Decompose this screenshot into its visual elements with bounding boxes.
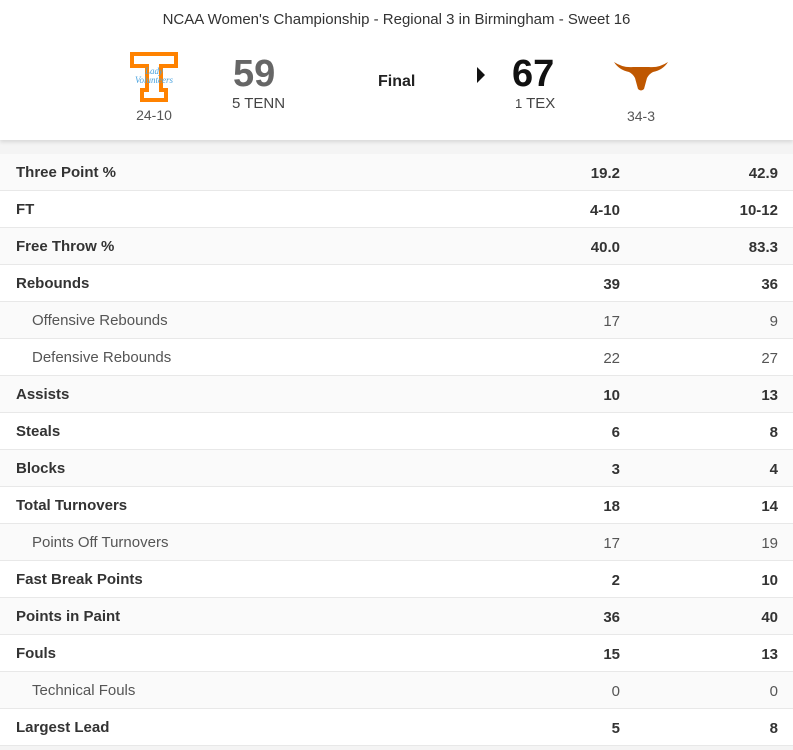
stat-row: Points in Paint 36 40 <box>0 598 793 635</box>
stat-row: Total Turnovers 18 14 <box>0 487 793 524</box>
home-stat-value: 0 <box>769 683 778 700</box>
home-stat-value: 40 <box>761 609 778 626</box>
home-rank: 1 <box>515 96 523 111</box>
svg-text:Volunteers: Volunteers <box>135 75 173 85</box>
stat-label: Points Off Turnovers <box>32 534 169 551</box>
home-stat-value: 83.3 <box>748 239 778 256</box>
stat-label: Fouls <box>16 645 56 662</box>
away-abbr: TENN <box>244 95 286 112</box>
stat-row: Rebounds 39 36 <box>0 265 793 302</box>
away-team-name[interactable]: 5 TENN <box>232 95 285 112</box>
home-stat-value: 36 <box>761 276 778 293</box>
home-team-name[interactable]: 1 TEX <box>515 95 555 112</box>
away-stat-value: 10 <box>603 387 620 404</box>
home-record: 34-3 <box>626 108 656 124</box>
home-stat-value: 19 <box>761 535 778 552</box>
svg-text:Lady: Lady <box>144 66 163 76</box>
texas-longhorn-logo[interactable] <box>613 58 669 92</box>
stat-label: Three Point % <box>16 164 117 181</box>
home-abbr: TEX <box>526 95 556 112</box>
home-stat-value: 10 <box>761 572 778 589</box>
away-stat-value: 6 <box>611 424 620 441</box>
stat-row: Offensive Rebounds 17 9 <box>0 302 793 339</box>
stat-label: Fast Break Points <box>16 571 143 588</box>
home-stat-value: 42.9 <box>748 165 778 182</box>
away-stat-value: 17 <box>603 535 620 552</box>
stat-label: Rebounds <box>16 275 90 292</box>
away-stat-value: 4-10 <box>589 202 620 219</box>
away-score: 59 <box>233 53 276 95</box>
home-stat-value: 4 <box>769 461 778 478</box>
away-stat-value: 17 <box>603 313 620 330</box>
stat-row: Points Off Turnovers 17 19 <box>0 524 793 561</box>
stat-label: Blocks <box>16 460 66 477</box>
game-header: NCAA Women's Championship - Regional 3 i… <box>0 0 793 140</box>
tennessee-logo[interactable]: Lady Volunteers <box>130 52 178 102</box>
away-stat-value: 0 <box>611 683 620 700</box>
team-stats-table: Three Point % 19.2 42.9 FT 4-10 10-12 Free… <box>0 154 793 746</box>
stat-row: Free Throw % 40.0 83.3 <box>0 228 793 265</box>
home-stat-value: 27 <box>761 350 778 367</box>
stat-label: Steals <box>16 423 61 440</box>
home-score: 67 <box>512 53 555 95</box>
stat-row: Steals 6 8 <box>0 413 793 450</box>
home-stat-value: 8 <box>769 424 778 441</box>
game-title: NCAA Women's Championship - Regional 3 i… <box>162 11 631 28</box>
stat-label: FT <box>16 201 35 218</box>
away-stat-value: 40.0 <box>590 239 620 256</box>
away-stat-value: 22 <box>603 350 620 367</box>
away-stat-value: 39 <box>603 276 620 293</box>
game-status: Final <box>378 73 416 90</box>
winner-arrow-icon <box>477 67 485 83</box>
stat-label: Free Throw % <box>16 238 115 255</box>
away-record: 24-10 <box>136 107 172 123</box>
away-stat-value: 15 <box>603 646 620 663</box>
away-stat-value: 5 <box>611 720 620 737</box>
stat-label: Offensive Rebounds <box>32 312 168 329</box>
stat-label: Largest Lead <box>16 719 110 736</box>
stat-label: Points in Paint <box>16 608 121 625</box>
stat-row: Largest Lead 5 8 <box>0 709 793 746</box>
away-stat-value: 2 <box>611 572 620 589</box>
home-stat-value: 13 <box>761 646 778 663</box>
stat-label: Defensive Rebounds <box>32 349 172 366</box>
stat-label: Assists <box>16 386 70 403</box>
stat-row: Blocks 3 4 <box>0 450 793 487</box>
away-stat-value: 19.2 <box>590 165 620 182</box>
stat-row: Fouls 15 13 <box>0 635 793 672</box>
home-stat-value: 14 <box>761 498 778 515</box>
stat-row: Fast Break Points 2 10 <box>0 561 793 598</box>
home-stat-value: 8 <box>769 720 778 737</box>
stat-label: Total Turnovers <box>16 497 128 514</box>
home-stat-value: 9 <box>769 313 778 330</box>
away-stat-value: 3 <box>611 461 620 478</box>
stat-row: Three Point % 19.2 42.9 <box>0 154 793 191</box>
away-stat-value: 18 <box>603 498 620 515</box>
stat-row: Assists 10 13 <box>0 376 793 413</box>
home-stat-value: 13 <box>761 387 778 404</box>
home-stat-value: 10-12 <box>739 202 778 219</box>
stat-label: Technical Fouls <box>32 682 136 699</box>
stat-row: FT 4-10 10-12 <box>0 191 793 228</box>
stat-row: Technical Fouls 0 0 <box>0 672 793 709</box>
away-rank: 5 <box>232 95 241 112</box>
away-stat-value: 36 <box>603 609 620 626</box>
stat-row: Defensive Rebounds 22 27 <box>0 339 793 376</box>
